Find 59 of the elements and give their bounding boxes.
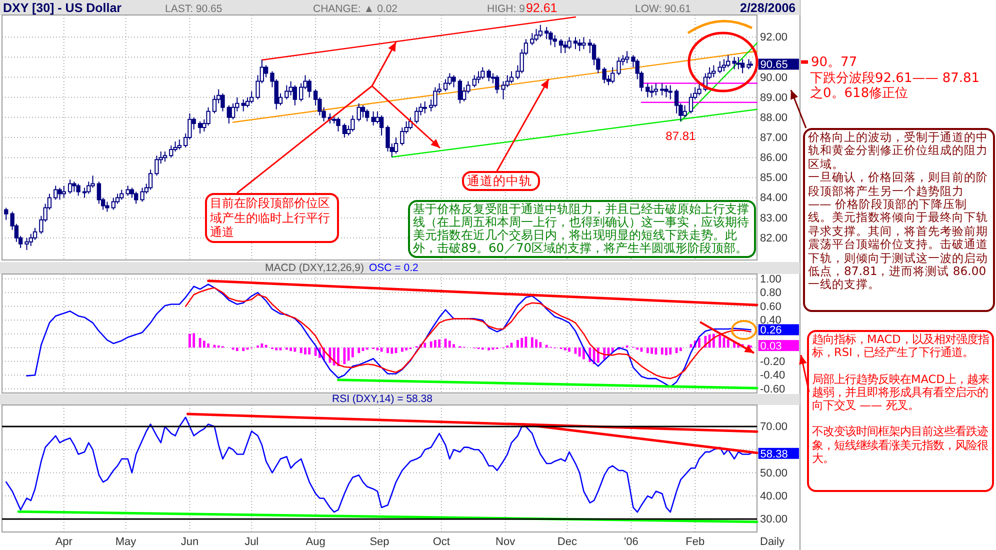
y-tick-label: 82.00	[760, 232, 788, 244]
y-tick-label: 30.00	[760, 514, 788, 526]
annotation: 87.81	[666, 129, 696, 144]
y-tick-label: 70.00	[760, 421, 788, 434]
x-tick-label: Sep	[370, 536, 390, 548]
chart-title: DXY [30] - US Dollar	[3, 1, 122, 15]
x-tick-label: '06	[624, 536, 638, 548]
annotation: LAST: 90.65	[165, 3, 222, 15]
annotation: 通道的中轨	[467, 173, 533, 188]
y-tick-label: 87.00	[760, 132, 788, 144]
annotation: 基于价格反复受阻于通道中轨阻力，并且已经击破原始上行支撑线（在上周五和本周一上行，也得到确认）这一事实，应该期待美元指数在近几个交易日内，将出现明显的短线下跌走势。此外，击破89。60／70区域的支撑，将产生半圆弧形阶段顶部。	[413, 202, 750, 255]
y-tick-label: 86.00	[760, 152, 788, 164]
text: 之0。618修正位	[810, 86, 908, 101]
annotation: 目前在阶段顶部价位区域产生的临时上行平行通道	[210, 196, 331, 240]
annotation: HIGH: 9	[487, 3, 526, 15]
y-tick-label: 0.80	[760, 287, 782, 300]
text: 下跌分波段92.61—— 87.81	[810, 71, 980, 86]
chart-title: RSI (DXY,14) = 58.38	[332, 393, 433, 405]
x-tick-label: Aug	[306, 536, 326, 548]
x-tick-label: Nov	[496, 536, 516, 548]
y-tick-label: 90.00	[760, 72, 788, 84]
annotation: 90.65	[760, 59, 788, 72]
x-tick-label: Jun	[180, 536, 199, 548]
chart-title: MACD (DXY,12,26,9)	[265, 262, 364, 274]
text: 价格向上的波动，受制于通道的中轨和黄金分割修正价位组成的阻力区域。	[808, 130, 989, 172]
chart-subtitle: OSC = 0.2	[369, 262, 418, 274]
y-tick-label: 0.40	[760, 314, 782, 327]
annotation: 0.26	[760, 324, 782, 337]
y-tick-label: 85.00	[760, 172, 788, 184]
y-tick-label: 89.00	[760, 92, 788, 104]
x-tick-label: Apr	[55, 536, 73, 548]
annotation: 92.61	[526, 1, 558, 15]
x-tick-label: May	[115, 536, 137, 548]
y-tick-label: 92.00	[760, 32, 788, 44]
annotation: LOW: 90.61	[635, 3, 691, 15]
y-tick-label: 50.00	[760, 467, 788, 480]
x-tick-label: Dec	[557, 536, 578, 548]
y-tick-label: 88.00	[760, 112, 788, 124]
y-tick-label: 83.00	[760, 212, 788, 224]
annotation: CHANGE: ▲ 0.02	[313, 3, 398, 15]
text: 一旦确认，价格回落，则目前的阶段顶部将产生另一个趋势阻力 —— 价格阶段顶部的下降压制线。美元指数将倾向于最终向下轨寻求支撑。其间，将首先考验前期震荡平台顶端价位支持。击破通道下轨，则倾向于测试这一波的启动低点，87.81，进而将测试 86.00 一线的支撑。	[808, 170, 988, 292]
y-tick-label: 40.00	[760, 490, 788, 502]
annotation: 58.38	[760, 448, 788, 460]
text: 趋向指标，MACD，以及相对强度指标，RSI，已经产生了下行通道。	[812, 333, 989, 360]
x-tick-label: Feb	[686, 536, 705, 548]
y-tick-label: -0.20	[760, 356, 786, 368]
annotation: 0.03	[760, 340, 782, 353]
x-tick-label: Oct	[432, 536, 450, 548]
y-tick-label: -0.40	[760, 370, 786, 382]
y-tick-label: 1.00	[760, 273, 782, 286]
y-tick-label: -0.60	[760, 383, 786, 396]
x-tick-label: Jul	[244, 536, 259, 548]
text: 90。77	[811, 55, 858, 70]
text: 局部上行趋势反映在MACD上，越来越弱，并且即将形成具有看空启示的向下交叉 —— 死叉。	[812, 372, 989, 412]
x-axis-title: Daily	[760, 536, 785, 548]
annotation: 2/28/2006	[740, 1, 796, 15]
y-tick-label: 84.00	[760, 192, 788, 204]
y-tick-label: 0.60	[760, 300, 782, 313]
text: 不改变该时间框架内目前这些看跌迹象，短线继续看涨美元指数，风险很大。	[812, 425, 989, 465]
